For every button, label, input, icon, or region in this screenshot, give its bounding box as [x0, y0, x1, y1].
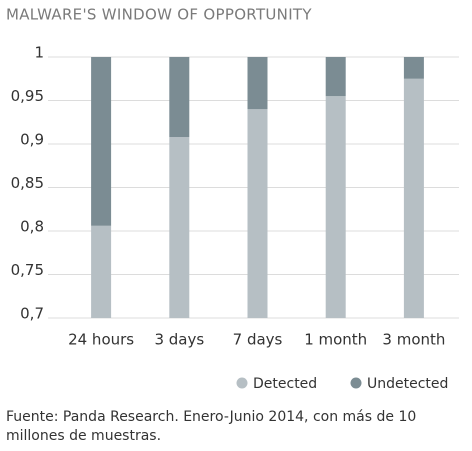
bar-segment [247, 57, 268, 110]
x-tick-label: 24 hours [68, 331, 134, 349]
chart: MALWARE'S WINDOW OF OPPORTUNITY 0,7 0,75 0… [6, 6, 459, 392]
y-tick-label: 0,8 [20, 218, 44, 236]
legend-label: Detected [253, 376, 317, 392]
bar-segment [325, 96, 346, 319]
legend-marker [350, 377, 362, 389]
bar-segment [91, 225, 112, 318]
legend-label: Undetected [367, 376, 448, 392]
legend-marker [236, 377, 248, 389]
x-tick-label: 1 month [304, 331, 367, 349]
x-tick-label: 3 month [382, 331, 445, 349]
source-note: Fuente: Panda Research. Enero-Junio 2014… [6, 409, 417, 444]
x-tick-label: 3 days [154, 331, 204, 349]
bar-segment [91, 57, 112, 226]
y-tick-label: 0,75 [11, 261, 44, 279]
bar-segment [169, 137, 190, 318]
y-tick-label: 0,95 [11, 87, 44, 105]
y-tick-label: 0,9 [20, 131, 44, 149]
y-tick-label: 1 [34, 44, 44, 62]
y-tick-label: 0,7 [20, 305, 44, 323]
y-tick-label: 0,85 [11, 174, 44, 192]
chart-title: MALWARE'S WINDOW OF OPPORTUNITY [6, 6, 312, 24]
bar-segment [403, 57, 424, 79]
bar-segment [247, 109, 268, 318]
bar-segment [169, 57, 190, 138]
bar-segment [403, 78, 424, 318]
bar-segment [325, 57, 346, 97]
x-tick-label: 7 days [233, 331, 283, 349]
